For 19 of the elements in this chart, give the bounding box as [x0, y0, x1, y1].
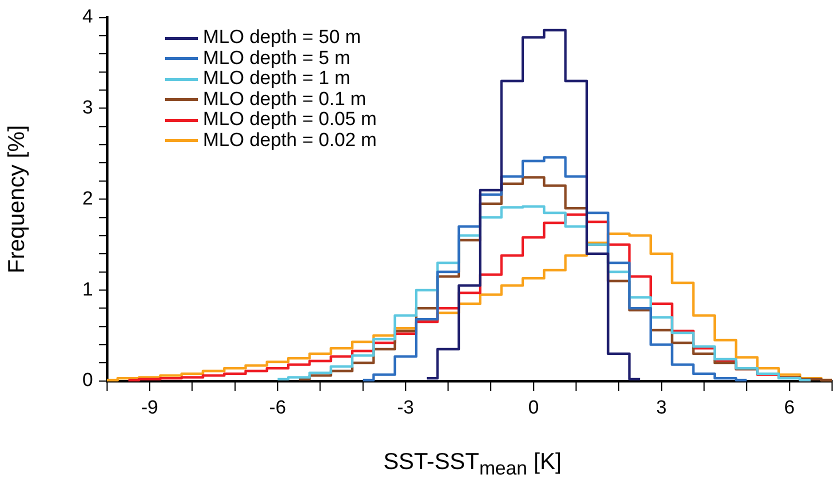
x-tick-label: 6 — [784, 398, 795, 419]
y-tick-label: 4 — [82, 6, 94, 28]
x-tick-label: -6 — [269, 398, 286, 419]
legend-label: MLO depth = 50 m — [203, 27, 361, 48]
x-tick-label: -3 — [397, 398, 414, 419]
y-axis-title: Frequency [%] — [3, 125, 30, 274]
y-tick-label: 3 — [82, 98, 93, 119]
y-tick-label: 0 — [82, 370, 93, 392]
legend-label: MLO depth = 0.02 m — [203, 130, 377, 151]
x-tick-label: 3 — [656, 398, 667, 419]
legend-label: MLO depth = 0.1 m — [203, 88, 366, 110]
y-tick-label: 1 — [82, 279, 93, 300]
x-tick-label: 0 — [528, 398, 539, 419]
y-tick-label: 2 — [82, 188, 93, 210]
legend-label: MLO depth = 1 m — [203, 68, 350, 90]
x-axis-title: SST-SST$_{mean}$ [K] — [382, 448, 563, 481]
legend-label: MLO depth = 0.05 m — [203, 109, 377, 130]
legend-label: MLO depth = 5 m — [203, 48, 350, 69]
x-tick-label: -9 — [141, 398, 158, 419]
